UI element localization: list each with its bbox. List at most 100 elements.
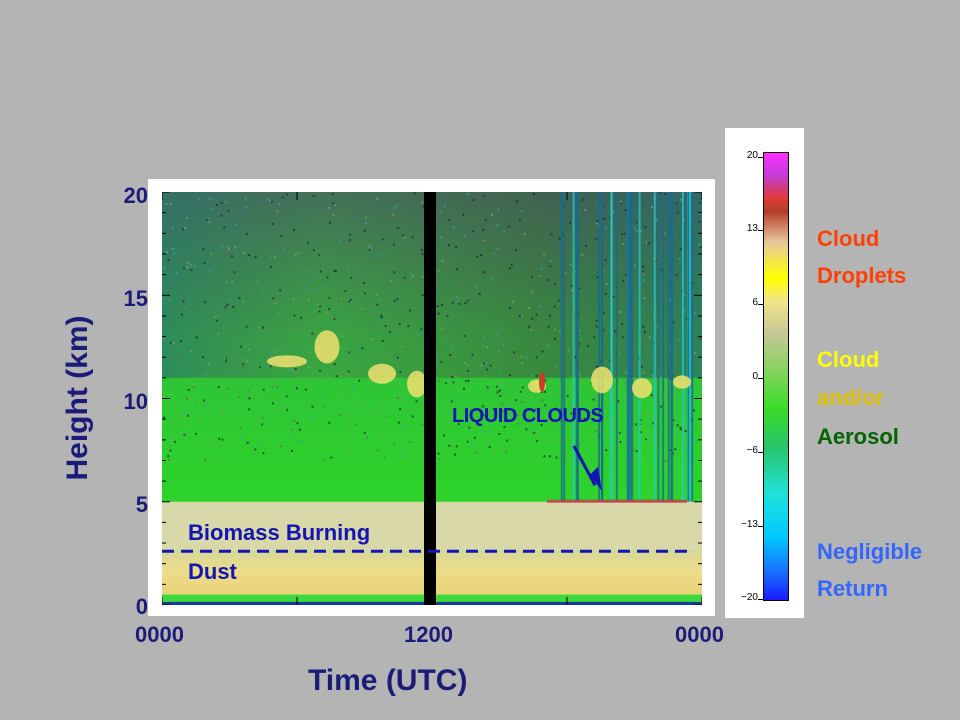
noise-speckle	[273, 350, 276, 353]
noise-speckle	[549, 455, 551, 458]
noise-speckle	[420, 249, 423, 252]
noise-speckle	[463, 387, 465, 390]
noise-speckle	[557, 299, 560, 302]
noise-speckle	[443, 342, 446, 345]
noise-speckle	[651, 374, 654, 377]
noise-speckle	[325, 311, 328, 314]
noise-speckle	[238, 396, 241, 399]
noise-speckle	[334, 204, 337, 207]
colorbar-tick	[758, 452, 763, 453]
noise-speckle	[368, 248, 371, 251]
noise-speckle	[385, 216, 388, 219]
noise-speckle	[547, 344, 550, 347]
noise-speckle	[252, 248, 255, 251]
noise-speckle	[276, 385, 278, 388]
noise-speckle	[661, 400, 663, 403]
noise-speckle	[163, 297, 165, 300]
noise-speckle	[311, 277, 314, 280]
noise-speckle	[297, 349, 300, 352]
colorbar-tick	[758, 230, 763, 231]
noise-speckle	[450, 400, 453, 403]
noise-speckle	[207, 217, 210, 220]
noise-speckle	[523, 232, 526, 235]
noise-speckle	[198, 417, 201, 420]
noise-speckle	[244, 440, 247, 443]
noise-speckle	[234, 246, 237, 249]
noise-speckle	[595, 319, 598, 322]
noise-speckle	[403, 276, 406, 279]
noise-speckle	[169, 342, 172, 345]
noise-speckle	[642, 371, 645, 374]
noise-speckle	[379, 314, 382, 317]
noise-speckle	[326, 276, 329, 279]
noise-speckle	[620, 200, 623, 203]
noise-speckle	[408, 441, 411, 443]
noise-speckle	[501, 403, 504, 406]
noise-speckle	[677, 397, 680, 400]
noise-speckle	[225, 281, 228, 284]
noise-speckle	[534, 408, 537, 411]
noise-speckle	[635, 223, 638, 226]
noise-speckle	[574, 356, 576, 359]
x-tick-label: 1200	[404, 622, 453, 647]
noise-speckle	[162, 357, 165, 360]
noise-speckle	[210, 207, 213, 210]
noise-speckle	[241, 358, 244, 361]
noise-speckle	[589, 378, 592, 380]
noise-speckle	[471, 296, 474, 299]
noise-speckle	[515, 237, 518, 240]
noise-speckle	[476, 255, 479, 258]
noise-speckle	[203, 262, 206, 265]
noise-speckle	[414, 409, 417, 411]
noise-speckle	[587, 344, 590, 347]
noise-speckle	[322, 459, 325, 462]
noise-speckle	[421, 423, 424, 426]
signal-streak	[615, 192, 618, 502]
noise-speckle	[492, 408, 495, 411]
noise-speckle	[400, 398, 403, 401]
noise-speckle	[493, 451, 496, 454]
noise-speckle	[584, 208, 587, 211]
noise-speckle	[358, 379, 361, 382]
colorbar-tick	[758, 599, 763, 600]
signal-streak	[598, 192, 601, 502]
noise-speckle	[648, 336, 651, 339]
noise-speckle	[583, 417, 586, 420]
noise-speckle	[462, 336, 465, 339]
noise-speckle	[235, 223, 238, 226]
noise-speckle	[520, 314, 523, 317]
noise-speckle	[699, 202, 702, 204]
noise-speckle	[622, 279, 625, 282]
noise-speckle	[605, 449, 608, 452]
noise-speckle	[248, 348, 251, 351]
noise-speckle	[505, 450, 508, 453]
noise-speckle	[242, 252, 245, 254]
noise-speckle	[624, 209, 627, 212]
noise-speckle	[277, 312, 280, 315]
noise-speckle	[650, 394, 653, 396]
noise-speckle	[213, 458, 216, 461]
noise-speckle	[451, 375, 454, 378]
noise-speckle	[465, 379, 468, 382]
noise-speckle	[347, 449, 350, 452]
noise-speckle	[162, 416, 165, 419]
noise-speckle	[186, 266, 189, 269]
noise-speckle	[409, 309, 412, 312]
noise-speckle	[370, 247, 372, 250]
noise-speckle	[269, 265, 272, 268]
noise-speckle	[607, 436, 610, 439]
legend-cloud-aerosol-1: Cloud	[817, 347, 880, 372]
noise-speckle	[261, 423, 264, 426]
noise-speckle	[350, 276, 353, 279]
noise-speckle	[332, 213, 335, 216]
noise-speckle	[527, 327, 530, 330]
noise-speckle	[677, 339, 680, 342]
noise-speckle	[187, 414, 190, 417]
noise-speckle	[334, 270, 337, 272]
noise-speckle	[180, 304, 183, 307]
noise-speckle	[502, 406, 505, 408]
colorbar-tick-label: −6	[746, 445, 758, 456]
noise-speckle	[491, 277, 493, 280]
noise-speckle	[228, 248, 230, 251]
noise-speckle	[220, 347, 222, 350]
